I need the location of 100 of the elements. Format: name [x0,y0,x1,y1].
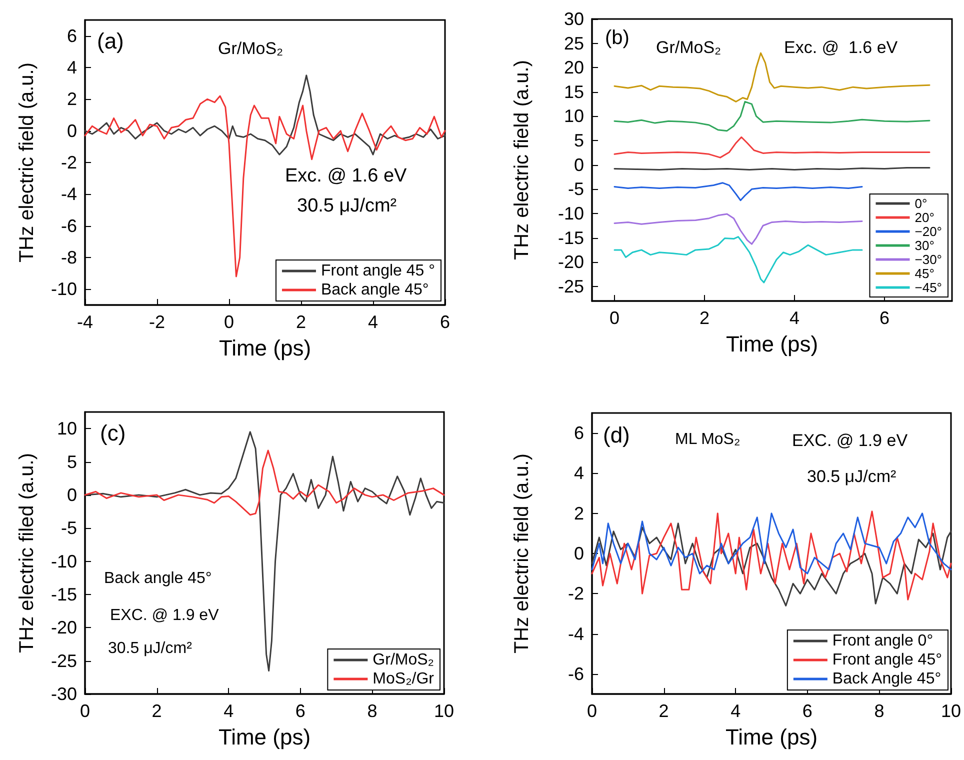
y-tick-label: -6 [60,216,77,236]
legend-label: −30° [914,252,942,267]
x-tick-label: 2 [658,701,669,721]
line-series [591,522,952,606]
y-tick-label: 0 [574,544,584,564]
x-tick-label: 10 [434,701,454,721]
y-tick-label: -30 [50,684,77,704]
y-tick-label: 10 [564,106,584,126]
legend-label: Front angle 45 ° [320,262,436,280]
y-tick-label: -25 [558,276,584,296]
x-tick-label: 6 [440,312,450,332]
x-tick-label: 2 [152,701,162,721]
x-tick-label: 10 [940,701,962,721]
x-axis-title: Time (ps) [725,724,818,750]
annotation: 30.5 μJ/cm² [807,466,896,486]
line-series [614,213,863,245]
y-axis-title: THz electric field (a.u.) [511,453,533,654]
y-tick-label: -4 [60,184,77,204]
y-tick-label: 4 [574,463,584,484]
x-tick-label: 8 [367,701,378,721]
annotation: ML MoS₂ [675,430,740,448]
y-tick-label: 10 [56,418,77,439]
x-tick-label: -2 [148,312,166,332]
annotation: (b) [605,27,630,49]
annotation: 30.5 μJ/cm² [108,640,193,657]
legend-label: 20° [914,210,934,225]
x-axis-title: Time (ps) [726,332,818,356]
y-tick-label: 6 [574,423,584,444]
x-tick-label: 0 [224,312,234,332]
y-axis-title: THz electric filed (a.u.) [16,452,38,654]
annotation: Exc. @ 1.6 eV [285,166,408,187]
x-tick-label: 4 [789,308,800,328]
annotation: EXC. @ 1.9 eV [110,606,220,624]
x-tick-label: 2 [699,308,710,328]
y-tick-label: -5 [568,179,584,200]
y-tick-label: -25 [50,650,77,671]
legend-label: Front angle 45° [832,652,942,668]
x-tick-label: 6 [802,701,812,721]
line-series [84,74,446,156]
x-tick-label: 4 [368,312,378,332]
line-series [84,450,445,516]
y-tick-label: 30 [564,9,584,29]
line-series [614,136,930,158]
x-tick-label: 6 [295,701,306,721]
y-tick-label: 0 [574,154,584,175]
legend-label: Back Angle 45° [832,670,942,688]
line-series [591,512,952,574]
y-tick-label: -10 [50,279,77,300]
y-tick-label: 20 [564,58,584,78]
y-axis-title: THz electric field (a.u.) [511,60,533,260]
y-tick-label: -10 [558,203,584,224]
y-tick-label: -8 [60,248,77,268]
x-tick-label: 2 [296,312,306,332]
annotation: EXC. @ 1.9 eV [792,430,908,450]
y-tick-label: 2 [66,89,77,110]
y-tick-label: -5 [60,518,77,538]
y-tick-label: -20 [558,252,584,272]
legend-label: −45° [914,280,942,295]
line-series [614,236,863,284]
legend-label: Gr/MoS₂ [372,652,434,668]
y-axis-title: THz electric field (a.u.) [16,62,38,263]
y-tick-label: -15 [558,228,584,248]
y-tick-label: -2 [568,584,584,604]
legend-label: Back angle 45° [320,282,429,298]
legend-label: Front angle 0° [832,632,934,650]
y-tick-label: 5 [66,452,77,472]
x-tick-label: 0 [609,308,620,328]
legend-label: 30° [914,238,934,253]
annotation: (c) [100,420,126,446]
y-tick-label: 0 [66,120,77,141]
line-series [614,182,863,202]
y-tick-label: -6 [568,664,584,684]
y-tick-label: -20 [50,618,77,638]
annotation: (d) [603,422,630,448]
x-tick-label: 6 [879,308,890,328]
y-tick-label: -15 [50,584,77,604]
y-tick-label: -4 [568,624,584,644]
x-tick-label: 0 [80,701,90,721]
annotation: Back angle 45° [104,570,212,587]
legend-label: MoS₂/Gr [372,670,435,688]
y-tick-label: -10 [50,551,77,572]
y-tick-label: 4 [66,58,77,78]
legend-label: 0° [914,196,928,211]
legend-label: 45° [914,266,934,281]
legend-label: −20° [914,224,942,239]
x-axis-title: Time (ps) [218,336,312,360]
y-tick-label: 5 [574,130,584,151]
y-tick-label: 6 [66,26,77,46]
line-series [614,100,930,132]
y-tick-label: 15 [564,82,584,102]
line-series [84,95,446,278]
x-tick-label: 8 [874,701,884,721]
x-tick-label: 0 [586,701,598,721]
annotation: Gr/MoS₂ [218,38,284,58]
x-tick-label: 4 [224,701,234,721]
y-tick-label: 2 [574,503,584,524]
line-series [591,510,952,600]
y-tick-label: 0 [66,484,77,505]
annotation: (a) [97,28,124,54]
annotation: Exc. @ 1.6 eV [784,38,898,57]
